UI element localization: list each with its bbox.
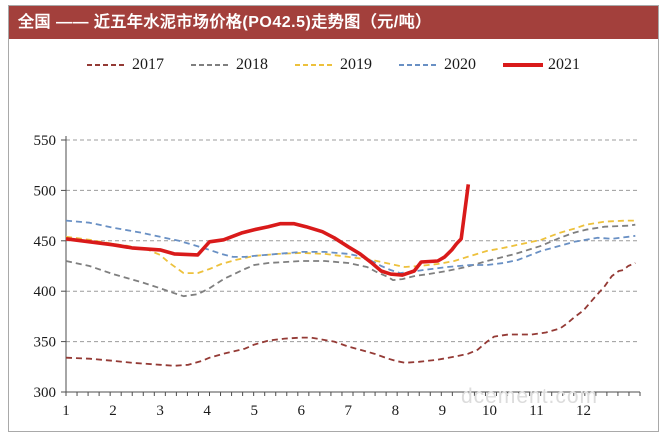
legend-item-2017: 2017 bbox=[87, 56, 164, 74]
x-tick-label: 9 bbox=[439, 403, 447, 419]
x-tick-label: 6 bbox=[297, 403, 305, 419]
chart-area: 2017 2018 2019 2020 2021 300 350 400 450 500 550 1… bbox=[9, 39, 658, 431]
y-tick-label: 400 bbox=[34, 284, 57, 300]
series-line-2019 bbox=[65, 219, 636, 275]
legend-item-2021: 2021 bbox=[503, 56, 580, 74]
series-line-2021 bbox=[65, 184, 471, 277]
x-tick-label: 5 bbox=[250, 403, 258, 419]
y-tick-label: 350 bbox=[34, 335, 57, 351]
x-tick-label: 10 bbox=[482, 403, 497, 419]
legend-swatch-2019 bbox=[295, 64, 335, 66]
series-line-2018 bbox=[65, 223, 636, 298]
y-tick-label: 300 bbox=[34, 385, 57, 401]
x-tick-label: 4 bbox=[203, 403, 211, 419]
legend-label: 2019 bbox=[340, 56, 372, 73]
y-tick-label: 550 bbox=[34, 133, 57, 149]
series-line-2017 bbox=[65, 262, 636, 367]
x-tick-label: 7 bbox=[345, 403, 353, 419]
x-tick-label: 11 bbox=[529, 403, 543, 419]
chart-frame: 全国 —— 近五年水泥市场价格(PO42.5)走势图（元/吨） 2017 2018… bbox=[8, 5, 659, 432]
x-tick-label: 8 bbox=[392, 403, 400, 419]
legend-swatch-2017 bbox=[87, 64, 127, 66]
y-tick-label: 500 bbox=[34, 183, 57, 199]
legend-swatch-2020 bbox=[399, 64, 439, 66]
legend-item-2018: 2018 bbox=[191, 56, 268, 74]
x-tick-label: 2 bbox=[109, 403, 117, 419]
x-tick-label: 12 bbox=[576, 403, 591, 419]
legend: 2017 2018 2019 2020 2021 bbox=[9, 56, 658, 74]
legend-label: 2018 bbox=[236, 56, 268, 73]
x-tick-label: 1 bbox=[62, 403, 70, 419]
legend-item-2020: 2020 bbox=[399, 56, 476, 74]
chart-title: 全国 —— 近五年水泥市场价格(PO42.5)走势图（元/吨） bbox=[18, 14, 432, 31]
chart-title-bar: 全国 —— 近五年水泥市场价格(PO42.5)走势图（元/吨） bbox=[9, 6, 658, 39]
x-tick-label: 3 bbox=[156, 403, 164, 419]
legend-item-2019: 2019 bbox=[295, 56, 372, 74]
legend-swatch-2021 bbox=[503, 63, 543, 67]
legend-swatch-2018 bbox=[191, 64, 231, 66]
legend-label: 2021 bbox=[548, 56, 580, 73]
legend-label: 2020 bbox=[444, 56, 476, 73]
watermark: dcement.com bbox=[461, 385, 599, 408]
y-tick-label: 450 bbox=[34, 234, 57, 250]
legend-label: 2017 bbox=[132, 56, 164, 73]
